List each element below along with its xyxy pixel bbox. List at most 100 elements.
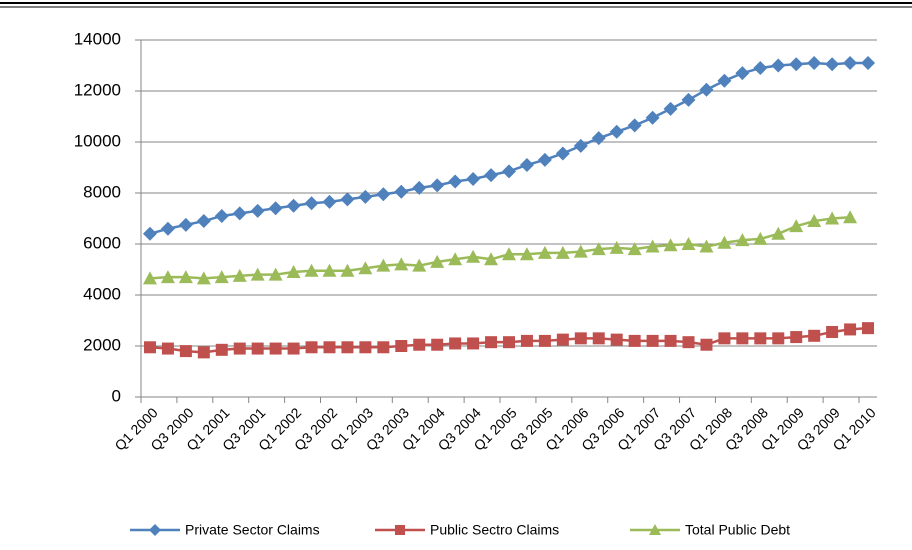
y-tick-label: 10000 — [74, 131, 121, 150]
marker — [555, 245, 570, 259]
legend-marker — [149, 524, 161, 536]
marker — [268, 201, 283, 216]
marker — [250, 267, 265, 281]
y-tick-label: 0 — [112, 386, 121, 405]
y-tick-label: 12000 — [74, 80, 121, 99]
marker — [771, 226, 786, 240]
marker — [394, 257, 409, 271]
marker — [699, 239, 714, 253]
marker — [232, 206, 247, 221]
marker — [556, 333, 569, 346]
marker — [609, 124, 624, 139]
marker — [537, 152, 552, 167]
marker — [519, 247, 534, 261]
marker — [412, 180, 427, 195]
marker — [844, 323, 857, 336]
marker — [718, 332, 731, 345]
marker — [178, 270, 193, 284]
marker — [717, 73, 732, 88]
marker — [862, 322, 875, 335]
marker — [538, 334, 551, 347]
marker — [358, 189, 373, 204]
marker — [250, 203, 265, 218]
legend-label: Total Public Debt — [685, 522, 790, 538]
marker — [502, 164, 516, 179]
marker — [341, 341, 354, 354]
marker — [826, 325, 839, 338]
marker — [736, 332, 749, 345]
marker — [466, 171, 481, 186]
marker — [359, 341, 372, 354]
marker — [663, 101, 678, 116]
marker — [286, 198, 301, 213]
marker — [340, 192, 355, 207]
marker — [789, 219, 804, 233]
marker — [160, 221, 175, 236]
marker — [699, 82, 714, 97]
marker — [430, 178, 445, 193]
marker — [772, 332, 785, 345]
marker — [286, 265, 301, 279]
marker — [627, 118, 642, 133]
marker — [232, 268, 247, 282]
marker — [467, 337, 480, 350]
marker — [555, 146, 570, 161]
marker — [466, 249, 481, 263]
marker — [322, 263, 337, 277]
marker — [160, 270, 175, 284]
marker — [682, 336, 695, 349]
marker — [610, 333, 623, 346]
marker — [449, 337, 462, 350]
marker — [609, 240, 624, 254]
marker — [790, 331, 803, 344]
marker — [448, 252, 463, 266]
y-tick-label: 8000 — [83, 182, 121, 201]
marker — [376, 187, 391, 202]
legend-marker — [395, 525, 405, 535]
marker — [646, 334, 659, 347]
y-tick-label: 2000 — [83, 335, 121, 354]
series-line — [149, 215, 851, 280]
marker — [753, 61, 768, 76]
marker — [664, 334, 677, 347]
marker — [484, 252, 499, 266]
marker — [376, 258, 391, 272]
legend-label: Public Sectro Claims — [430, 522, 559, 538]
marker — [754, 332, 767, 345]
marker — [197, 346, 210, 359]
y-tick-label: 14000 — [74, 29, 121, 48]
marker — [573, 244, 588, 258]
y-tick-label: 4000 — [83, 284, 121, 303]
marker — [628, 334, 641, 347]
marker — [269, 342, 282, 355]
marker — [592, 332, 605, 345]
marker — [431, 338, 444, 351]
marker — [214, 270, 229, 284]
marker — [627, 242, 642, 256]
marker — [520, 334, 533, 347]
marker — [215, 343, 228, 356]
marker — [161, 342, 174, 355]
marker — [807, 214, 822, 228]
marker — [142, 226, 157, 241]
marker — [322, 194, 337, 209]
marker — [825, 211, 840, 225]
marker — [395, 340, 408, 352]
marker — [412, 258, 427, 272]
marker — [178, 217, 193, 232]
marker — [484, 168, 499, 183]
marker — [825, 57, 840, 72]
marker — [700, 338, 713, 351]
marker — [753, 231, 768, 245]
marker — [214, 208, 229, 223]
marker — [503, 336, 515, 349]
marker — [413, 338, 426, 351]
marker — [861, 55, 876, 70]
marker — [143, 341, 156, 354]
marker — [394, 184, 409, 199]
marker — [196, 271, 211, 285]
marker — [179, 345, 192, 358]
marker — [591, 131, 606, 146]
marker — [502, 247, 516, 261]
marker — [807, 55, 822, 70]
